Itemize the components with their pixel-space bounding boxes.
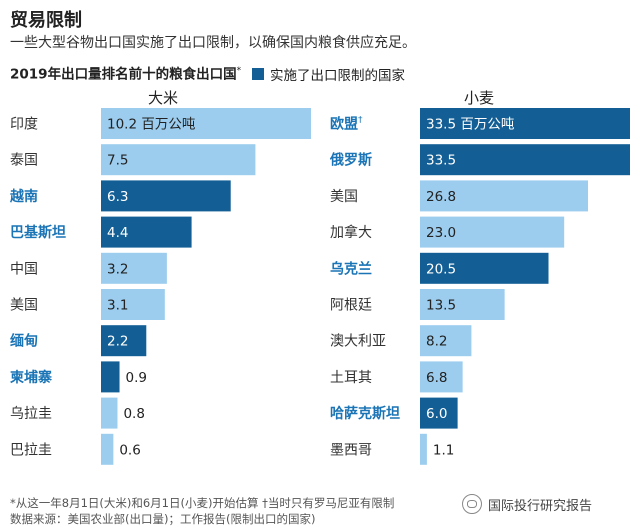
rice-category-label: 美国	[10, 298, 38, 314]
wheat-value-label: 33.5	[426, 153, 456, 169]
wheat-value-label: 20.5	[426, 261, 456, 277]
rice-category-label: 巴基斯坦	[10, 224, 66, 241]
section-heading-text: 2019年出口量排名前十的粮食出口国	[10, 66, 237, 83]
footnote: *从这一年8月1日(大米)和6月1日(小麦)开始估算 †当时只有罗马尼亚有限制 …	[10, 495, 450, 527]
wheat-category-mark: †	[358, 116, 363, 126]
rice-value-label: 6.3	[107, 189, 128, 205]
legend-label: 实施了出口限制的国家	[270, 68, 405, 84]
rice-bar	[101, 397, 118, 429]
rice-bar	[101, 144, 256, 176]
wheat-value-label: 23.0	[426, 225, 456, 241]
wheat-bar	[420, 180, 588, 212]
wheat-value-label: 8.2	[426, 334, 447, 350]
rice-bar	[101, 216, 192, 248]
rice-category-label: 中国	[10, 261, 38, 277]
rice-bar	[101, 108, 311, 139]
wheat-bar	[420, 289, 505, 320]
wheat-value-label: 33.5 百万公吨	[426, 117, 514, 133]
chart-title: 贸易限制	[10, 10, 82, 31]
wheat-bar	[420, 108, 630, 139]
rice-bar	[101, 361, 120, 393]
wheat-category-label: 俄罗斯	[329, 152, 372, 169]
wheat-category-label: 土耳其	[330, 370, 372, 386]
rice-value-label: 3.1	[107, 298, 128, 314]
rice-bar	[101, 252, 167, 284]
rice-value-label: 0.9	[126, 370, 147, 386]
wheat-value-label: 26.8	[426, 189, 456, 205]
rice-value-label: 0.8	[123, 406, 144, 422]
rice-category-label: 柬埔寨	[10, 369, 53, 386]
footnote-line-2: 数据来源：美国农业部(出口量)；工作报告(限制出口的国家)	[10, 512, 316, 526]
legend: 实施了出口限制的国家	[252, 64, 405, 84]
wheat-category-label: 澳大利亚	[330, 334, 386, 350]
rice-panel-title: 大米	[148, 89, 179, 107]
rice-bar	[101, 289, 165, 320]
watermark-text: 国际投行研究报告	[488, 498, 593, 514]
rice-category-label: 印度	[10, 117, 38, 133]
wheat-category-label: 墨西哥	[330, 442, 372, 458]
section-heading: 2019年出口量排名前十的粮食出口国*	[10, 62, 250, 84]
wheat-bar	[420, 216, 565, 248]
rice-value-label: 7.5	[107, 153, 128, 169]
wheat-category-label: 加拿大	[330, 224, 372, 241]
rice-value-label: 0.6	[119, 442, 140, 458]
wheat-bar	[420, 397, 458, 429]
wheat-category-label: 欧盟†	[330, 116, 363, 133]
wheat-category-label: 哈萨克斯坦	[330, 405, 400, 422]
rice-category-label: 越南	[9, 188, 38, 205]
rice-bar	[101, 325, 147, 357]
wheat-bar	[420, 252, 549, 284]
wheat-bar	[420, 361, 463, 393]
rice-value-label: 4.4	[107, 225, 128, 241]
rice-bar	[101, 180, 231, 212]
rice-category-label: 缅甸	[10, 333, 38, 350]
wheat-panel-title: 小麦	[464, 89, 495, 107]
chart-subtitle: 一些大型谷物出口国实施了出口限制，以确保国内粮食供应充足。	[10, 35, 416, 51]
wheat-bar	[420, 144, 630, 176]
rice-category-label: 巴拉圭	[10, 442, 52, 458]
rice-value-label: 10.2 百万公吨	[107, 117, 195, 133]
rice-category-label: 乌拉圭	[10, 406, 52, 422]
rice-bar	[101, 433, 114, 465]
legend-swatch-restricted	[252, 68, 264, 80]
wheat-bar	[420, 325, 472, 357]
wechat-icon	[462, 494, 482, 514]
wheat-category-label: 阿根廷	[330, 298, 372, 314]
wheat-value-label: 6.0	[426, 406, 447, 422]
wheat-value-label: 1.1	[433, 442, 454, 458]
rice-category-label: 泰国	[10, 153, 38, 169]
footnote-line-1: *从这一年8月1日(大米)和6月1日(小麦)开始估算 †当时只有罗马尼亚有限制	[10, 496, 395, 510]
wheat-category-label: 美国	[330, 189, 358, 205]
rice-value-label: 2.2	[107, 334, 128, 350]
rice-value-label: 3.2	[107, 261, 128, 277]
wheat-value-label: 6.8	[426, 370, 447, 386]
section-heading-mark: *	[236, 66, 242, 76]
watermark: 国际投行研究报告	[462, 494, 592, 514]
wheat-bar	[420, 433, 427, 465]
wheat-category-label: 乌克兰	[330, 260, 372, 277]
wheat-value-label: 13.5	[426, 298, 456, 314]
